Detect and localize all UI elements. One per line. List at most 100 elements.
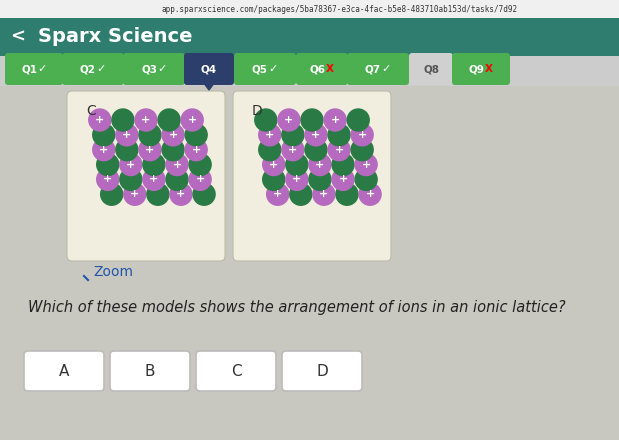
Text: Sparx Science: Sparx Science (38, 27, 193, 47)
Text: Q1: Q1 (21, 64, 37, 74)
Text: C: C (86, 104, 96, 118)
Text: +: + (284, 115, 293, 125)
Circle shape (286, 154, 308, 176)
Text: +: + (168, 130, 178, 140)
Text: ✓: ✓ (268, 64, 278, 74)
Circle shape (162, 139, 184, 161)
FancyBboxPatch shape (67, 91, 225, 261)
FancyBboxPatch shape (0, 0, 619, 18)
Circle shape (255, 109, 277, 131)
Text: +: + (331, 115, 340, 125)
Text: +: + (130, 189, 139, 199)
Text: +: + (339, 174, 348, 184)
Circle shape (124, 183, 146, 205)
FancyBboxPatch shape (184, 53, 234, 85)
FancyBboxPatch shape (409, 53, 453, 85)
Circle shape (259, 139, 281, 161)
Text: C: C (231, 363, 241, 378)
Circle shape (162, 124, 184, 146)
FancyBboxPatch shape (452, 53, 510, 85)
Circle shape (166, 154, 188, 176)
Text: ✓: ✓ (97, 64, 106, 74)
Text: +: + (365, 189, 374, 199)
Text: ✓: ✓ (37, 64, 46, 74)
Circle shape (355, 154, 377, 176)
FancyBboxPatch shape (0, 86, 619, 440)
Circle shape (305, 124, 327, 146)
Circle shape (189, 154, 211, 176)
Text: ✓: ✓ (157, 64, 167, 74)
Circle shape (278, 109, 300, 131)
Circle shape (120, 154, 142, 176)
Text: +: + (361, 160, 371, 169)
Text: X: X (326, 64, 334, 74)
Circle shape (116, 139, 138, 161)
Text: +: + (358, 130, 367, 140)
Polygon shape (203, 82, 215, 90)
Circle shape (351, 139, 373, 161)
Circle shape (166, 169, 188, 191)
FancyBboxPatch shape (0, 18, 619, 56)
Text: +: + (145, 145, 155, 155)
Text: Q6: Q6 (309, 64, 325, 74)
Text: A: A (59, 363, 69, 378)
FancyBboxPatch shape (110, 351, 190, 391)
Circle shape (89, 109, 111, 131)
Text: +: + (273, 189, 282, 199)
Circle shape (328, 139, 350, 161)
Text: +: + (99, 145, 108, 155)
Text: Q4: Q4 (201, 64, 217, 74)
Circle shape (355, 169, 377, 191)
Circle shape (301, 109, 323, 131)
Circle shape (309, 169, 331, 191)
FancyBboxPatch shape (233, 91, 391, 261)
Circle shape (351, 124, 373, 146)
Text: Q2: Q2 (80, 64, 96, 74)
Circle shape (93, 139, 115, 161)
Circle shape (267, 183, 288, 205)
Circle shape (286, 169, 308, 191)
Text: +: + (149, 174, 158, 184)
Circle shape (189, 169, 211, 191)
Text: +: + (191, 145, 201, 155)
Text: D: D (252, 104, 262, 118)
Circle shape (305, 139, 327, 161)
FancyBboxPatch shape (282, 351, 362, 391)
Circle shape (324, 109, 346, 131)
Text: +: + (122, 130, 131, 140)
Circle shape (143, 154, 165, 176)
Text: +: + (292, 174, 301, 184)
Circle shape (97, 169, 119, 191)
Circle shape (143, 169, 165, 191)
Text: +: + (176, 189, 186, 199)
Circle shape (347, 109, 369, 131)
Circle shape (112, 109, 134, 131)
Circle shape (313, 183, 335, 205)
Text: +: + (288, 145, 298, 155)
Circle shape (282, 124, 304, 146)
Circle shape (170, 183, 192, 205)
Text: +: + (269, 160, 279, 169)
FancyBboxPatch shape (234, 53, 296, 85)
Text: app.sparxscience.com/packages/5ba78367-e3ca-4fac-b5e8-483710ab153d/tasks/7d92: app.sparxscience.com/packages/5ba78367-e… (162, 4, 518, 14)
FancyBboxPatch shape (296, 53, 348, 85)
Text: Q8: Q8 (423, 64, 439, 74)
Text: +: + (141, 115, 150, 125)
Circle shape (116, 124, 138, 146)
Circle shape (262, 154, 285, 176)
FancyBboxPatch shape (123, 53, 185, 85)
FancyBboxPatch shape (347, 53, 409, 85)
Text: Q9: Q9 (468, 64, 484, 74)
Text: +: + (319, 189, 329, 199)
Text: +: + (196, 174, 205, 184)
Text: +: + (173, 160, 181, 169)
Text: +: + (188, 115, 197, 125)
Circle shape (181, 109, 203, 131)
Text: D: D (316, 363, 328, 378)
Circle shape (262, 169, 285, 191)
Text: +: + (126, 160, 136, 169)
Circle shape (332, 169, 354, 191)
Text: +: + (311, 130, 321, 140)
Text: ✓: ✓ (381, 64, 391, 74)
Circle shape (332, 154, 354, 176)
